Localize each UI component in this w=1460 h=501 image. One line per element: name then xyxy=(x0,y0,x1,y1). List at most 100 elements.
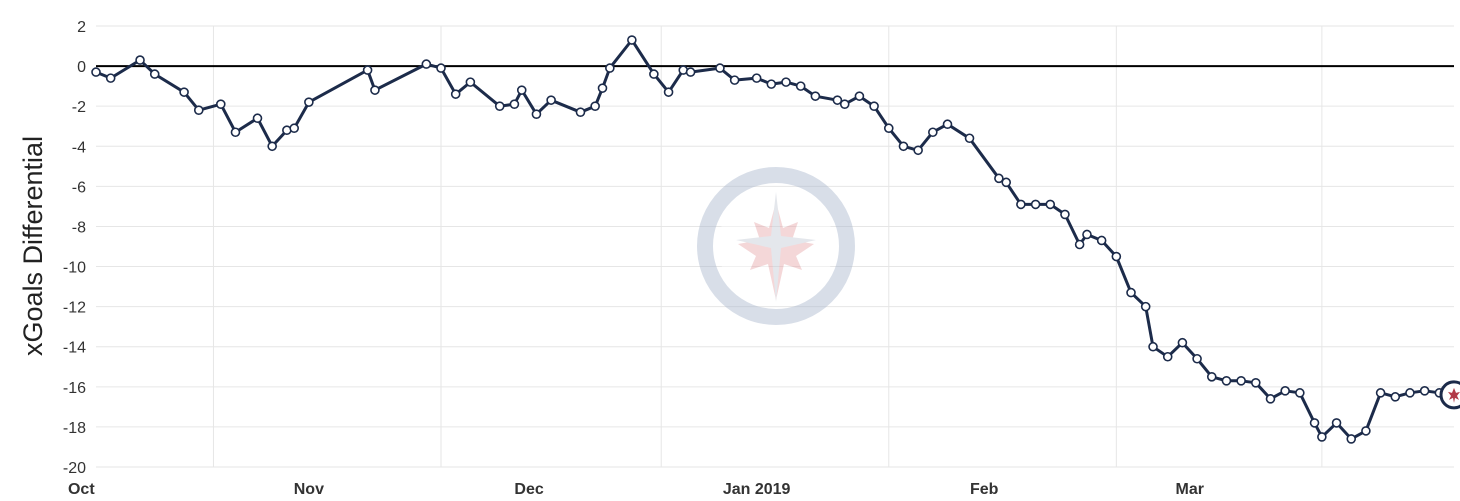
y-tick-label: -4 xyxy=(72,139,86,156)
data-point xyxy=(766,79,777,89)
data-point xyxy=(193,105,204,115)
series-points xyxy=(91,35,1445,444)
vertical-gridlines xyxy=(212,26,1323,467)
data-point xyxy=(1030,199,1041,210)
data-point xyxy=(597,83,608,93)
y-tick-label: -8 xyxy=(72,219,86,236)
x-tick-label: Jan 2019 xyxy=(723,481,791,498)
data-point xyxy=(1295,388,1305,398)
data-point xyxy=(230,127,241,138)
data-point xyxy=(91,67,101,77)
y-axis-tick-labels: 2 0 -2 -4 -6 -8 -10 -12 -14 -16 -18 -20 xyxy=(63,19,86,477)
data-point xyxy=(1126,287,1136,298)
winnipeg-jets-logo-icon xyxy=(697,167,855,325)
data-point xyxy=(1419,386,1430,396)
data-point xyxy=(509,99,520,109)
data-point xyxy=(1140,301,1151,312)
x-tick-label: Feb xyxy=(970,481,999,498)
data-point xyxy=(105,73,116,83)
data-point xyxy=(267,141,277,152)
data-point xyxy=(1045,199,1056,210)
x-tick-label: Dec xyxy=(514,481,543,498)
data-point xyxy=(839,99,850,109)
data-point xyxy=(590,101,600,111)
data-point xyxy=(869,101,879,111)
data-point xyxy=(883,123,894,134)
data-point xyxy=(436,63,446,73)
data-point xyxy=(715,63,725,73)
data-point xyxy=(1111,251,1122,262)
y-tick-label: 0 xyxy=(77,59,86,76)
data-point xyxy=(729,75,740,85)
data-point xyxy=(663,87,674,97)
data-point xyxy=(1361,426,1371,436)
data-point xyxy=(1016,199,1026,210)
data-point xyxy=(605,63,615,73)
data-point xyxy=(1309,418,1320,428)
x-axis-tick-labels: Oct Nov Dec Jan 2019 Feb Mar xyxy=(68,481,1204,498)
data-point xyxy=(854,91,865,101)
y-tick-label: 2 xyxy=(77,19,86,36)
data-point xyxy=(1082,229,1092,240)
y-tick-label: -14 xyxy=(63,340,86,357)
data-point xyxy=(898,141,909,152)
y-tick-label: -2 xyxy=(72,99,86,116)
data-point xyxy=(1390,392,1401,402)
data-point xyxy=(1192,353,1202,364)
data-point xyxy=(1317,432,1327,442)
data-point xyxy=(1096,235,1107,246)
y-tick-label: -12 xyxy=(63,300,86,317)
data-point xyxy=(1346,434,1357,444)
data-point xyxy=(1074,239,1085,250)
data-point xyxy=(370,85,380,95)
data-point xyxy=(964,133,975,144)
data-point xyxy=(215,99,226,109)
data-point xyxy=(575,107,586,117)
data-point xyxy=(1265,394,1276,404)
y-tick-label: -20 xyxy=(63,460,86,477)
data-point xyxy=(781,77,791,87)
data-point xyxy=(1177,337,1188,348)
data-point xyxy=(1221,376,1232,386)
data-point xyxy=(649,69,659,79)
data-point xyxy=(913,145,923,156)
data-point xyxy=(1060,209,1070,220)
data-point xyxy=(795,81,806,91)
y-tick-label: -18 xyxy=(63,420,86,437)
y-tick-label: -10 xyxy=(63,260,86,277)
data-point xyxy=(1375,388,1386,398)
data-point xyxy=(994,173,1004,184)
data-point xyxy=(465,77,476,87)
data-point xyxy=(685,67,696,77)
data-point xyxy=(304,97,314,107)
y-tick-label: -6 xyxy=(72,179,86,196)
data-point xyxy=(1405,388,1415,398)
x-tick-label: Mar xyxy=(1176,481,1204,498)
data-point xyxy=(1206,371,1217,382)
data-point xyxy=(1162,351,1173,362)
data-point xyxy=(1236,376,1246,386)
data-point xyxy=(546,95,556,105)
data-point xyxy=(516,85,527,95)
data-point xyxy=(1001,177,1012,188)
y-tick-label: -16 xyxy=(63,380,86,397)
data-point xyxy=(252,113,263,124)
data-point xyxy=(362,65,373,75)
data-point xyxy=(832,95,843,105)
data-point xyxy=(179,87,189,97)
data-point xyxy=(627,35,637,45)
x-tick-label: Oct xyxy=(68,481,95,498)
data-point xyxy=(1331,418,1342,428)
data-point xyxy=(149,69,160,79)
end-marker-logo-icon xyxy=(1439,380,1460,410)
data-point xyxy=(421,59,432,69)
data-point xyxy=(751,73,762,83)
data-point xyxy=(494,101,505,111)
data-point xyxy=(928,127,938,138)
x-tick-label: Nov xyxy=(294,481,324,498)
data-point xyxy=(1251,378,1261,388)
data-point xyxy=(289,123,299,134)
data-point xyxy=(1148,341,1158,352)
data-point xyxy=(1280,386,1290,396)
